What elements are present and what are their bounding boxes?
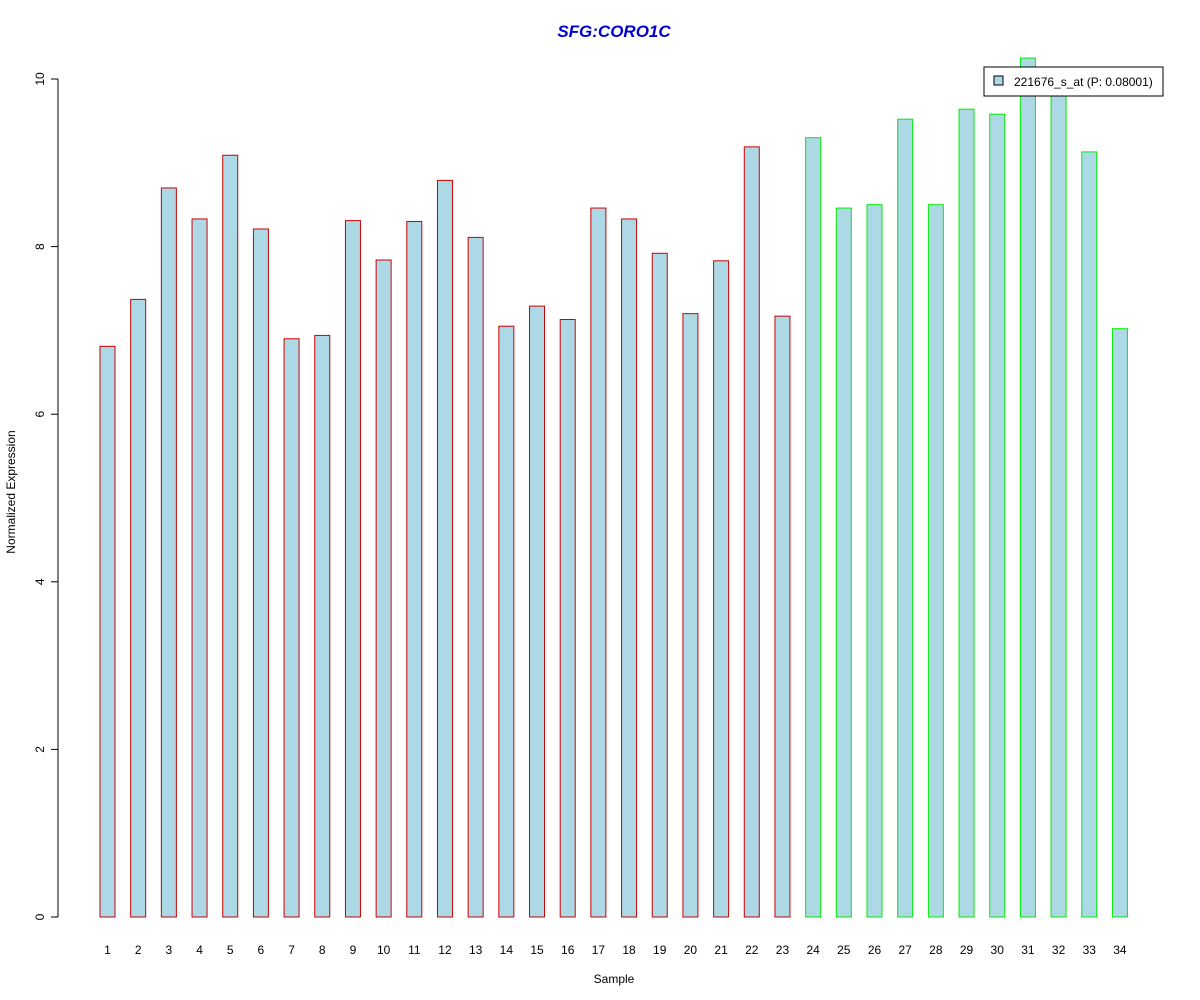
x-tick-label: 3 [166,943,173,957]
bar-sample-25 [835,207,852,918]
x-tick-label: 21 [714,943,728,957]
x-tick-label: 15 [530,943,544,957]
x-tick-label: 4 [196,943,203,957]
bar-sample-2 [130,298,147,918]
bar-sample-20 [682,313,699,918]
x-tick-label: 23 [776,943,790,957]
bar-sample-8 [314,334,331,918]
y-tick-label: 4 [33,578,47,585]
bar-sample-9 [344,220,361,918]
bar-sample-27 [897,118,914,918]
bar-sample-34 [1111,328,1128,918]
x-tick-label: 19 [653,943,667,957]
x-tick-label: 5 [227,943,234,957]
y-axis-label: Normalized Expression [4,430,18,553]
x-tick-label: 24 [806,943,820,957]
bar-sample-23 [774,315,791,918]
x-tick-label: 17 [592,943,606,957]
bar-sample-6 [252,228,269,918]
y-tick-label: 8 [33,243,47,250]
bars [99,57,1128,918]
bar-sample-15 [529,305,546,918]
x-tick-label: 8 [319,943,326,957]
bar-sample-1 [99,345,116,918]
x-tick-label: 11 [408,943,421,957]
x-tick-label: 27 [899,943,913,957]
x-tick-label: 14 [500,943,514,957]
x-tick-label: 28 [929,943,943,957]
bar-sample-22 [743,146,760,918]
x-tick-label: 18 [622,943,636,957]
bar-sample-3 [160,187,177,918]
x-tick-label: 33 [1083,943,1097,957]
chart-title: SFG:CORO1C [557,22,671,41]
x-tick-label: 34 [1113,943,1127,957]
bar-sample-14 [498,325,515,918]
x-axis-label: Sample [594,972,635,986]
y-tick-label: 10 [33,72,47,86]
bar-sample-30 [989,113,1006,918]
bar-sample-11 [406,220,423,918]
bar-sample-13 [467,236,484,918]
bar-sample-19 [651,252,668,918]
x-tick-label: 20 [684,943,698,957]
x-tick-label: 2 [135,943,142,957]
bar-sample-24 [805,137,822,918]
bar-sample-26 [866,204,883,918]
bar-sample-5 [222,154,239,918]
bar-sample-12 [436,179,453,918]
legend: 221676_s_at (P: 0.08001) [983,66,1164,97]
bar-sample-7 [283,338,300,918]
bar-sample-29 [958,108,975,918]
x-tick-label: 22 [745,943,759,957]
bar-sample-10 [375,259,392,918]
x-tick-label: 26 [868,943,882,957]
x-tick-label: 31 [1021,943,1035,957]
legend-box [983,66,1164,97]
y-tick-label: 0 [33,913,47,920]
x-tick-label: 6 [258,943,265,957]
x-tick-label: 25 [837,943,851,957]
y-axis: 0 2 4 6 8 10 [33,72,59,920]
bar-sample-16 [559,319,576,918]
x-tick-label: 10 [377,943,391,957]
bar-sample-28 [927,204,944,918]
bar-sample-31 [1019,57,1036,918]
x-tick-label: 16 [561,943,575,957]
x-tick-label: 13 [469,943,483,957]
x-axis-tick-labels: 1 2 3 4 5 6 7 8 9 10 11 12 13 14 15 16 17 18 19 20 21 22 23 24 2… [104,943,1127,957]
x-tick-label: 9 [350,943,357,957]
x-tick-label: 12 [438,943,452,957]
bar-sample-18 [621,218,638,918]
x-tick-label: 29 [960,943,974,957]
bar-sample-4 [191,218,208,918]
bar-sample-21 [713,260,730,918]
x-tick-label: 7 [288,943,295,957]
x-tick-label: 32 [1052,943,1066,957]
y-tick-label: 2 [33,746,47,753]
legend-entry: 221676_s_at (P: 0.08001) [1014,75,1153,89]
x-tick-label: 30 [991,943,1005,957]
x-tick-label: 1 [104,943,111,957]
y-tick-label: 6 [33,411,47,418]
bar-sample-33 [1081,151,1098,918]
legend-swatch [993,75,1004,86]
bar-sample-32 [1050,82,1067,918]
bar-sample-17 [590,207,607,918]
